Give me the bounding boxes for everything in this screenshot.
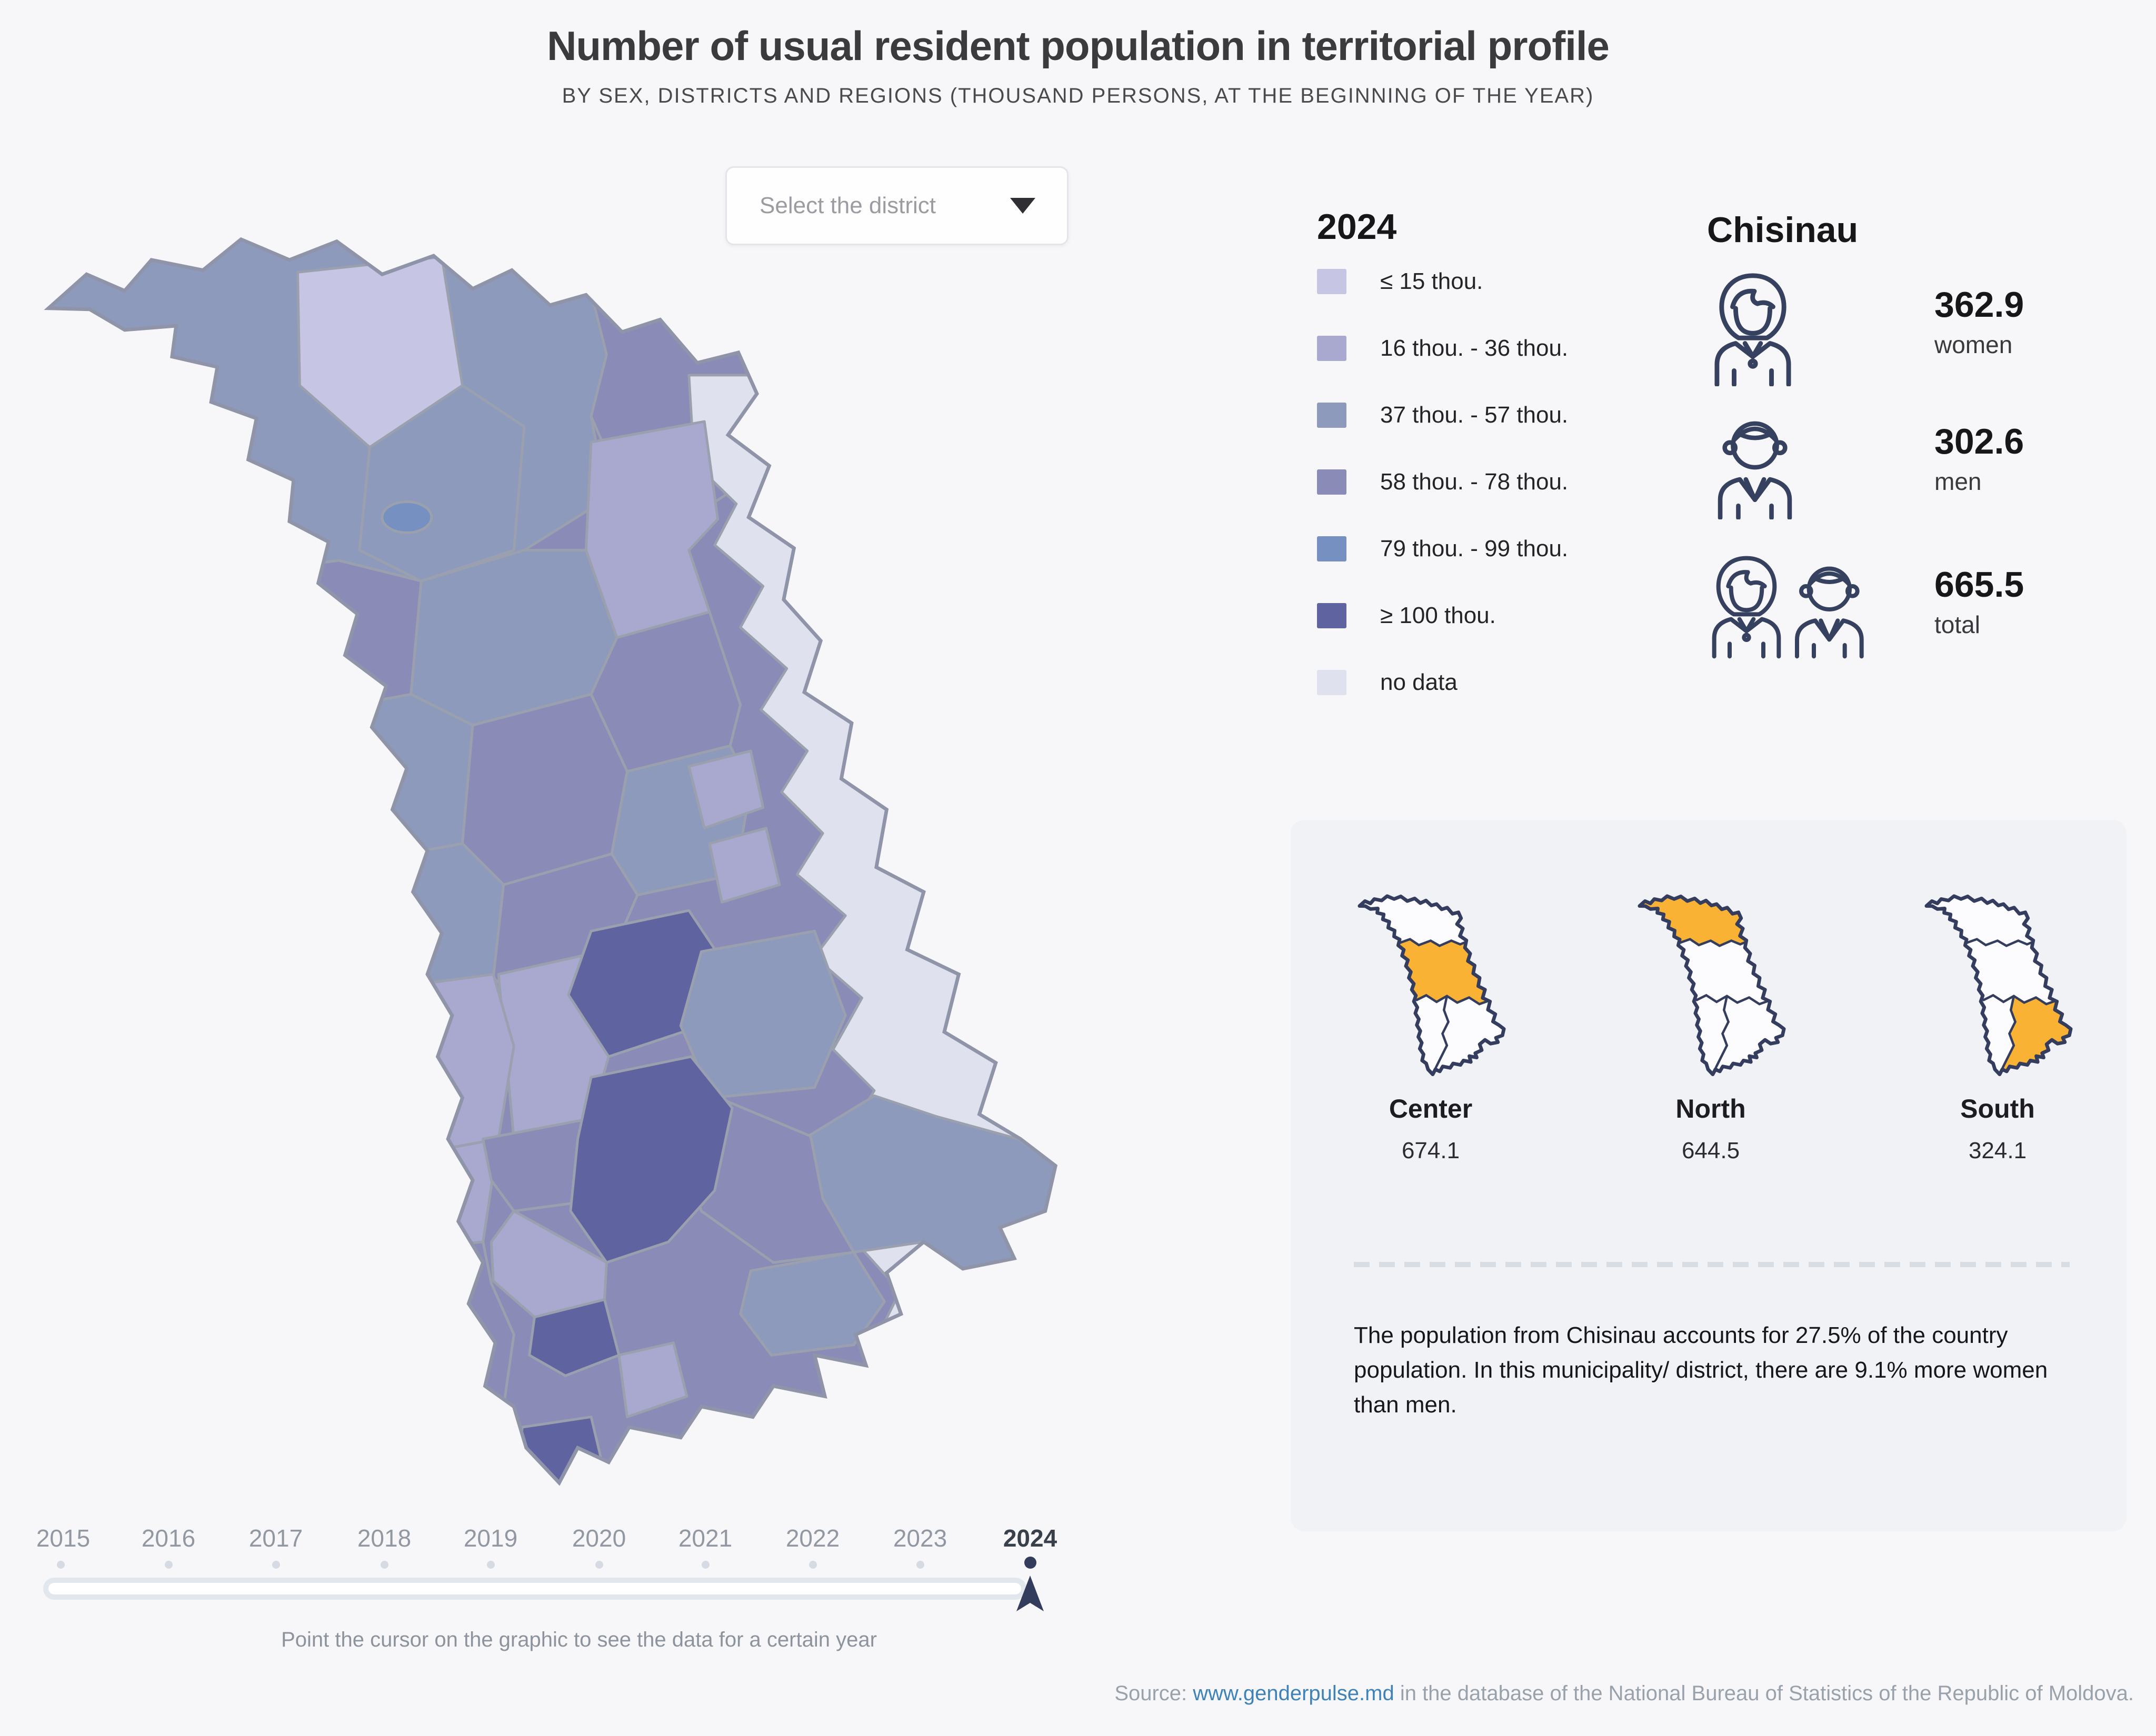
year-2022[interactable]: 2022 — [785, 1524, 840, 1552]
legend-item: 16 thou. - 36 thou. — [1317, 333, 1568, 364]
year-slider-track[interactable] — [43, 1578, 1026, 1600]
region-value-south: 324.1 — [1968, 1138, 2027, 1163]
year-2023[interactable]: 2023 — [893, 1524, 947, 1552]
year-2018[interactable]: 2018 — [357, 1524, 412, 1552]
total-value: 665.5 — [1934, 565, 2024, 605]
year-2015[interactable]: 2015 — [36, 1524, 91, 1552]
legend-year: 2024 — [1317, 207, 1397, 247]
selected-district-title: Chisinau — [1707, 210, 1859, 250]
stat-men: 302.6 men — [1934, 421, 2024, 496]
year-slider-handle[interactable] — [1012, 1574, 1048, 1615]
year-2024[interactable]: 2024 — [1003, 1524, 1057, 1552]
year-tick — [809, 1561, 817, 1569]
legend-swatch — [1317, 469, 1346, 495]
legend-swatch — [1317, 670, 1346, 695]
legend-item: no data — [1317, 667, 1458, 698]
year-tick — [57, 1561, 65, 1569]
region-name-south: South — [1960, 1094, 2035, 1123]
legend-item: 79 thou. - 99 thou. — [1317, 533, 1568, 565]
year-tick — [272, 1561, 280, 1569]
region-minimap-center — [1352, 892, 1510, 1077]
legend-swatch — [1317, 269, 1346, 294]
source-line: Source: www.genderpulse.md in the databa… — [1114, 1682, 2134, 1705]
year-tick — [595, 1561, 603, 1569]
region-minimap-north — [1632, 892, 1790, 1077]
district-note: The population from Chisinau accounts fo… — [1354, 1322, 2048, 1418]
man-icon — [1710, 406, 1800, 519]
caret-down-icon — [1010, 198, 1035, 214]
year-2020[interactable]: 2020 — [572, 1524, 626, 1552]
stat-total: 665.5 total — [1934, 564, 2024, 639]
legend-item: 58 thou. - 78 thou. — [1317, 466, 1568, 498]
region-name-north: North — [1675, 1094, 1746, 1123]
legend-swatch — [1317, 403, 1346, 428]
page-subtitle: BY SEX, DISTRICTS AND REGIONS (THOUSAND … — [562, 84, 1594, 107]
legend-swatch — [1317, 603, 1346, 628]
woman-man-pair-icon — [1704, 547, 1873, 663]
year-tick — [381, 1561, 388, 1569]
source-prefix: Source: — [1114, 1682, 1193, 1705]
district-shapes[interactable] — [30, 210, 1060, 1502]
source-link[interactable]: www.genderpulse.md — [1193, 1682, 1394, 1705]
women-value: 362.9 — [1934, 285, 2024, 325]
year-2019[interactable]: 2019 — [463, 1524, 518, 1552]
legend-swatch — [1317, 536, 1346, 561]
women-label: women — [1934, 331, 2013, 358]
legend-item: 37 thou. - 57 thou. — [1317, 399, 1568, 431]
year-tick — [916, 1561, 924, 1569]
region-value-center: 674.1 — [1401, 1138, 1460, 1163]
stat-women: 362.9 women — [1934, 284, 2024, 359]
region-value-north: 644.5 — [1681, 1138, 1740, 1163]
legend-item: ≤ 15 thou. — [1317, 266, 1483, 297]
page-title: Number of usual resident population in t… — [547, 23, 1610, 69]
district-select[interactable]: Select the district — [725, 166, 1069, 245]
year-tick — [487, 1561, 495, 1569]
region-minimap-south — [1919, 892, 2077, 1077]
total-label: total — [1934, 611, 1980, 638]
year-tick-active — [1024, 1557, 1036, 1569]
moldova-choropleth-map[interactable] — [29, 210, 1061, 1502]
district-select-placeholder: Select the district — [760, 193, 936, 218]
region-name-center: Center — [1389, 1094, 1473, 1123]
year-tick — [702, 1561, 710, 1569]
year-2017[interactable]: 2017 — [248, 1524, 303, 1552]
slider-hint: Point the cursor on the graphic to see t… — [281, 1628, 877, 1651]
legend-item: ≥ 100 thou. — [1317, 600, 1496, 631]
men-label: men — [1934, 468, 1982, 495]
year-2021[interactable]: 2021 — [678, 1524, 733, 1552]
year-tick — [165, 1561, 173, 1569]
source-suffix: in the database of the National Bureau o… — [1394, 1682, 2134, 1705]
woman-icon — [1705, 269, 1800, 386]
year-2016[interactable]: 2016 — [141, 1524, 196, 1552]
men-value: 302.6 — [1934, 422, 2024, 461]
dashed-divider — [1354, 1262, 2070, 1267]
legend-swatch — [1317, 336, 1346, 361]
